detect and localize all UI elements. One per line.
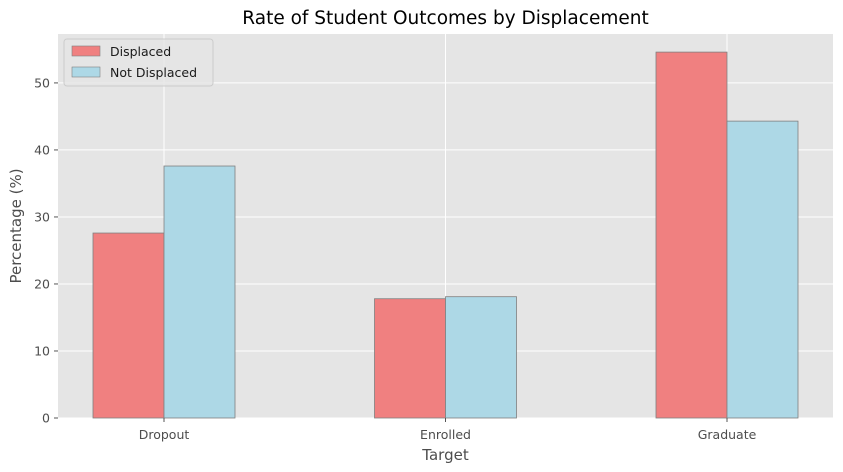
y-tick-label: 20 xyxy=(34,276,50,291)
x-axis: Dropout Enrolled Graduate xyxy=(139,418,757,442)
bar-displaced-graduate xyxy=(655,51,728,419)
bar-not-displaced-enrolled xyxy=(445,296,517,419)
y-tick-label: 30 xyxy=(34,209,50,224)
y-tick-label: 50 xyxy=(34,75,50,90)
y-tick-label: 10 xyxy=(34,343,50,358)
y-axis-label: Percentage (%) xyxy=(7,168,25,283)
bar-not-displaced-graduate xyxy=(726,120,799,419)
x-tick-label: Graduate xyxy=(698,427,757,442)
bar-not-displaced-dropout xyxy=(163,165,236,419)
y-axis: 0 10 20 30 40 50 xyxy=(34,75,58,426)
legend-box xyxy=(63,38,214,87)
x-tick-label: Enrolled xyxy=(420,427,471,442)
legend-label-not-displaced: Not Displaced xyxy=(110,65,197,80)
bars xyxy=(92,51,799,419)
legend: Displaced Not Displaced xyxy=(63,38,214,87)
bar-displaced-enrolled xyxy=(374,298,446,419)
y-tick-label: 0 xyxy=(42,411,50,426)
legend-label-displaced: Displaced xyxy=(110,44,171,59)
legend-swatch-displaced xyxy=(71,45,101,57)
x-tick-label: Dropout xyxy=(139,427,190,442)
y-tick-label: 40 xyxy=(34,142,50,157)
bar-displaced-dropout xyxy=(92,232,165,419)
x-axis-label: Target xyxy=(421,446,469,464)
legend-swatch-not-displaced xyxy=(71,66,101,78)
chart-title: Rate of Student Outcomes by Displacement xyxy=(242,8,648,29)
